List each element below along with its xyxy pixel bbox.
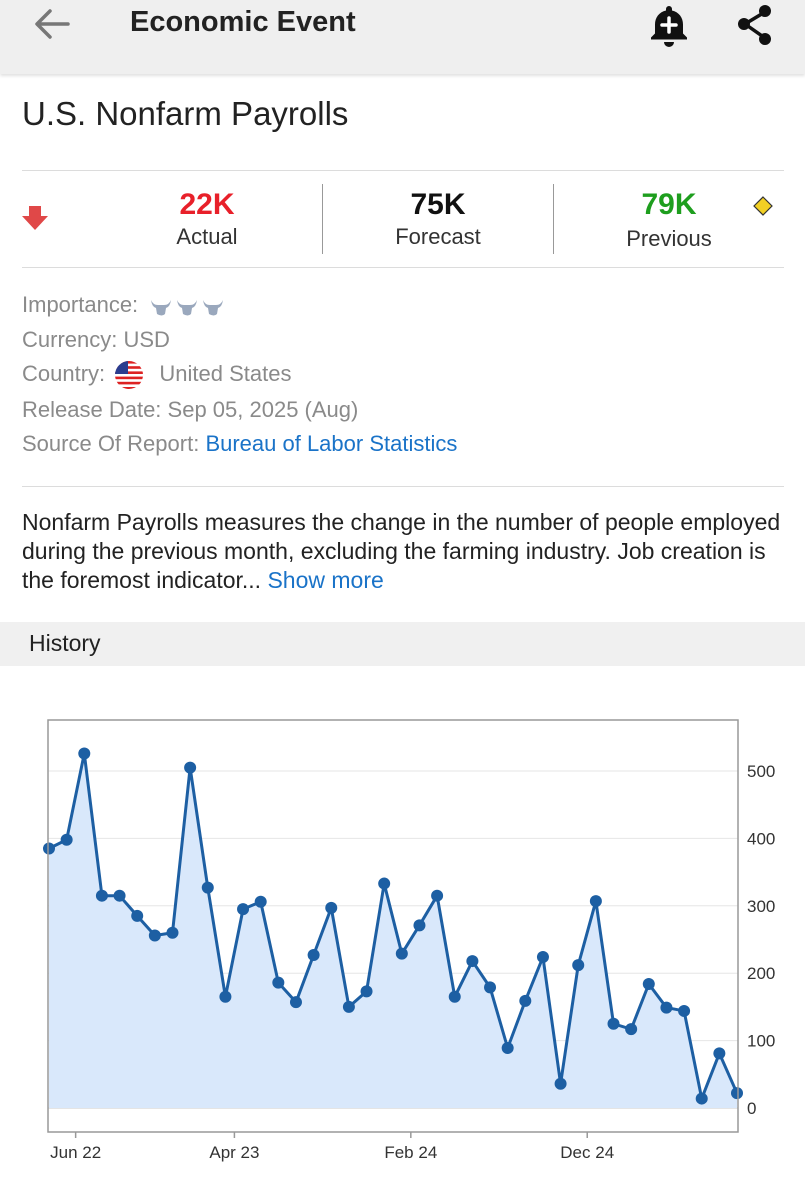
series-area	[49, 753, 737, 1108]
divider	[22, 170, 784, 171]
currency-value: USD	[123, 327, 170, 352]
currency-label: Currency:	[22, 327, 118, 352]
forecast-value: 75K	[410, 188, 466, 221]
x-tick-label: Dec 24	[560, 1143, 614, 1162]
data-point	[148, 929, 161, 942]
data-point	[307, 949, 320, 962]
revised-diamond-icon	[753, 196, 773, 216]
data-point	[342, 1000, 355, 1013]
data-point	[184, 761, 197, 774]
data-point	[219, 990, 232, 1003]
previous-value: 79K	[641, 188, 697, 221]
data-point	[589, 895, 602, 908]
release-row: Release Date: Sep 05, 2025 (Aug)	[22, 397, 358, 423]
data-point	[731, 1087, 743, 1100]
history-chart: 0 100 200 300 400 500 Jun 22 Apr 23 Feb 24 Dec 24	[43, 719, 775, 1162]
x-tick-label: Jun 22	[50, 1143, 101, 1162]
importance-label: Importance:	[22, 292, 139, 317]
data-point	[78, 747, 91, 760]
data-point	[448, 990, 461, 1003]
data-point	[519, 994, 532, 1007]
history-label: History	[29, 630, 101, 656]
data-point	[607, 1017, 620, 1030]
data-point	[201, 881, 214, 894]
data-point	[484, 981, 497, 994]
event-title: U.S. Nonfarm Payrolls	[22, 95, 349, 132]
y-tick-label: 200	[747, 964, 775, 983]
previous-label: Previous	[626, 226, 712, 251]
country-value: United States	[159, 361, 292, 386]
data-point	[254, 895, 267, 908]
forecast-label: Forecast	[395, 224, 481, 249]
data-point	[60, 833, 73, 846]
arrow-down-icon	[22, 206, 48, 230]
app-bar: Economic Event	[0, 0, 805, 74]
data-point	[395, 947, 408, 960]
actual-stat: 22K Actual	[92, 188, 322, 252]
data-point	[554, 1077, 567, 1090]
data-point	[413, 919, 426, 932]
data-point	[378, 877, 391, 890]
show-more-link[interactable]: Show more	[267, 567, 384, 593]
data-point	[325, 901, 338, 914]
data-point	[466, 955, 479, 968]
divider	[22, 486, 784, 487]
y-tick-label: 0	[747, 1099, 756, 1118]
plot-frame	[47, 719, 739, 1133]
source-label: Source Of Report:	[22, 431, 200, 456]
data-point	[166, 926, 179, 939]
event-description: Nonfarm Payrolls measures the change in …	[22, 508, 782, 595]
stat-separator	[322, 184, 323, 254]
data-point	[431, 889, 444, 902]
source-row: Source Of Report: Bureau of Labor Statis…	[22, 431, 457, 457]
data-point	[289, 996, 302, 1009]
history-header: History	[0, 622, 805, 666]
country-label: Country:	[22, 361, 106, 386]
share-icon[interactable]	[733, 2, 779, 48]
actual-value: 22K	[179, 188, 235, 221]
importance-row: Importance:	[22, 292, 228, 318]
stat-separator	[553, 184, 554, 254]
forecast-stat: 75K Forecast	[323, 188, 553, 252]
data-point	[272, 976, 285, 989]
bell-add-icon[interactable]	[646, 2, 692, 48]
data-point	[695, 1092, 708, 1105]
data-point	[572, 959, 585, 972]
currency-row: Currency: USD	[22, 327, 170, 353]
data-point	[536, 951, 549, 964]
release-label: Release Date:	[22, 397, 162, 422]
divider	[22, 267, 784, 268]
actual-label: Actual	[176, 224, 238, 249]
country-row: Country: United States	[22, 361, 292, 390]
data-point	[360, 985, 373, 998]
y-tick-label: 400	[747, 829, 775, 848]
data-point	[642, 977, 655, 990]
data-point	[625, 1023, 638, 1036]
back-arrow-icon[interactable]	[30, 6, 72, 42]
series-line	[48, 751, 739, 1101]
data-point	[237, 903, 250, 916]
y-tick-label: 100	[747, 1032, 775, 1051]
y-tick-label: 300	[747, 897, 775, 916]
data-point	[113, 889, 126, 902]
release-value: Sep 05, 2025 (Aug)	[167, 397, 359, 422]
data-point	[678, 1004, 691, 1017]
data-point	[95, 889, 108, 902]
screen-title: Economic Event	[130, 6, 356, 38]
description-text: Nonfarm Payrolls measures the change in …	[22, 509, 781, 593]
data-point	[501, 1042, 514, 1055]
importance-bull-icons	[151, 300, 224, 316]
previous-stat: 79K Previous	[554, 188, 784, 254]
data-point	[660, 1001, 673, 1014]
us-flag-icon	[115, 361, 144, 390]
data-point	[713, 1047, 726, 1060]
x-tick-label: Apr 23	[209, 1143, 259, 1162]
data-point	[43, 842, 55, 855]
data-point	[131, 909, 144, 922]
x-tick-label: Feb 24	[384, 1143, 437, 1162]
source-link[interactable]: Bureau of Labor Statistics	[205, 431, 458, 456]
y-tick-label: 500	[747, 762, 775, 781]
